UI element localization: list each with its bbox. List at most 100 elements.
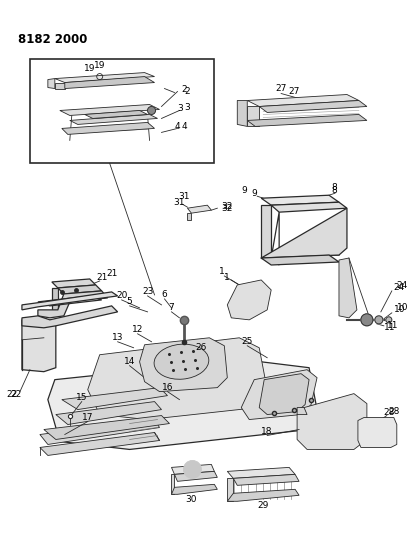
- Text: 31: 31: [173, 198, 184, 207]
- Polygon shape: [55, 72, 154, 83]
- Text: 21: 21: [106, 270, 117, 278]
- Polygon shape: [297, 408, 306, 415]
- Polygon shape: [70, 115, 157, 124]
- Polygon shape: [247, 107, 258, 126]
- Polygon shape: [297, 393, 366, 449]
- Polygon shape: [85, 110, 147, 118]
- Text: 5: 5: [126, 297, 132, 306]
- Polygon shape: [22, 318, 56, 372]
- Text: 11: 11: [386, 321, 398, 330]
- Text: 22: 22: [6, 390, 18, 399]
- Ellipse shape: [154, 344, 208, 379]
- Polygon shape: [62, 387, 167, 409]
- Polygon shape: [171, 464, 214, 474]
- Text: 1: 1: [224, 273, 229, 282]
- Text: 3: 3: [184, 103, 190, 112]
- Polygon shape: [261, 195, 338, 205]
- Circle shape: [374, 316, 382, 324]
- Polygon shape: [52, 288, 58, 310]
- Polygon shape: [227, 478, 233, 502]
- Polygon shape: [139, 338, 227, 392]
- Polygon shape: [261, 208, 346, 258]
- Text: 21: 21: [96, 273, 107, 282]
- Polygon shape: [187, 213, 191, 220]
- Polygon shape: [88, 338, 267, 419]
- Polygon shape: [58, 285, 101, 294]
- Circle shape: [183, 461, 201, 478]
- Circle shape: [360, 314, 372, 326]
- Polygon shape: [52, 279, 95, 288]
- Text: 11: 11: [383, 324, 394, 332]
- Polygon shape: [258, 374, 308, 415]
- Polygon shape: [240, 370, 316, 419]
- Polygon shape: [227, 489, 299, 502]
- Text: 9: 9: [251, 189, 256, 198]
- Text: 25: 25: [241, 337, 252, 346]
- Polygon shape: [56, 401, 161, 424]
- Text: 16: 16: [161, 383, 173, 392]
- Text: 29: 29: [257, 501, 268, 510]
- Text: 32: 32: [221, 204, 232, 213]
- Polygon shape: [40, 419, 159, 445]
- Text: 2: 2: [181, 85, 187, 94]
- Text: 18: 18: [261, 427, 272, 436]
- Text: 17: 17: [82, 413, 93, 422]
- Polygon shape: [261, 255, 338, 265]
- Text: 2: 2: [184, 87, 190, 96]
- Circle shape: [385, 317, 391, 323]
- Bar: [30, 59, 214, 163]
- Text: 28: 28: [382, 408, 393, 417]
- Text: 6: 6: [161, 290, 167, 300]
- Polygon shape: [22, 292, 117, 310]
- Text: 1: 1: [218, 268, 224, 277]
- Text: 14: 14: [124, 357, 135, 366]
- Text: 32: 32: [221, 201, 232, 211]
- Text: 20: 20: [116, 292, 127, 301]
- Polygon shape: [357, 417, 396, 447]
- Text: 9: 9: [241, 185, 247, 195]
- Text: 23: 23: [142, 287, 153, 296]
- Text: 28: 28: [387, 407, 398, 416]
- Polygon shape: [247, 94, 358, 107]
- Text: 13: 13: [112, 333, 123, 342]
- Polygon shape: [227, 467, 294, 478]
- Polygon shape: [227, 280, 270, 320]
- Polygon shape: [40, 432, 159, 455]
- Text: 7: 7: [168, 303, 174, 312]
- Polygon shape: [237, 101, 247, 126]
- Polygon shape: [270, 202, 346, 212]
- Polygon shape: [48, 360, 316, 449]
- Text: 27: 27: [275, 84, 286, 93]
- Polygon shape: [174, 471, 217, 481]
- Polygon shape: [55, 83, 65, 88]
- Text: 24: 24: [396, 281, 407, 290]
- Text: 26: 26: [195, 343, 207, 352]
- Text: 19: 19: [94, 61, 105, 70]
- Polygon shape: [60, 104, 159, 116]
- Text: 8: 8: [330, 183, 336, 192]
- Text: 24: 24: [393, 284, 404, 293]
- Polygon shape: [38, 291, 108, 318]
- Polygon shape: [233, 474, 299, 486]
- Text: 12: 12: [132, 325, 143, 334]
- Text: 4: 4: [181, 122, 187, 131]
- Polygon shape: [258, 101, 366, 112]
- Text: 4: 4: [174, 122, 180, 131]
- Text: 27: 27: [288, 87, 299, 96]
- Text: 8182 2000: 8182 2000: [18, 33, 87, 46]
- Text: 3: 3: [177, 104, 183, 113]
- Polygon shape: [171, 474, 174, 494]
- Text: 30: 30: [185, 495, 197, 504]
- Polygon shape: [171, 484, 217, 494]
- Polygon shape: [22, 306, 117, 328]
- Text: 19: 19: [84, 64, 95, 73]
- Polygon shape: [187, 205, 211, 213]
- Polygon shape: [261, 205, 270, 258]
- Text: 22: 22: [10, 390, 22, 399]
- Text: 15: 15: [76, 393, 87, 402]
- Polygon shape: [247, 115, 366, 126]
- Circle shape: [147, 107, 155, 115]
- Polygon shape: [48, 78, 55, 88]
- Polygon shape: [44, 416, 169, 440]
- Polygon shape: [38, 296, 101, 306]
